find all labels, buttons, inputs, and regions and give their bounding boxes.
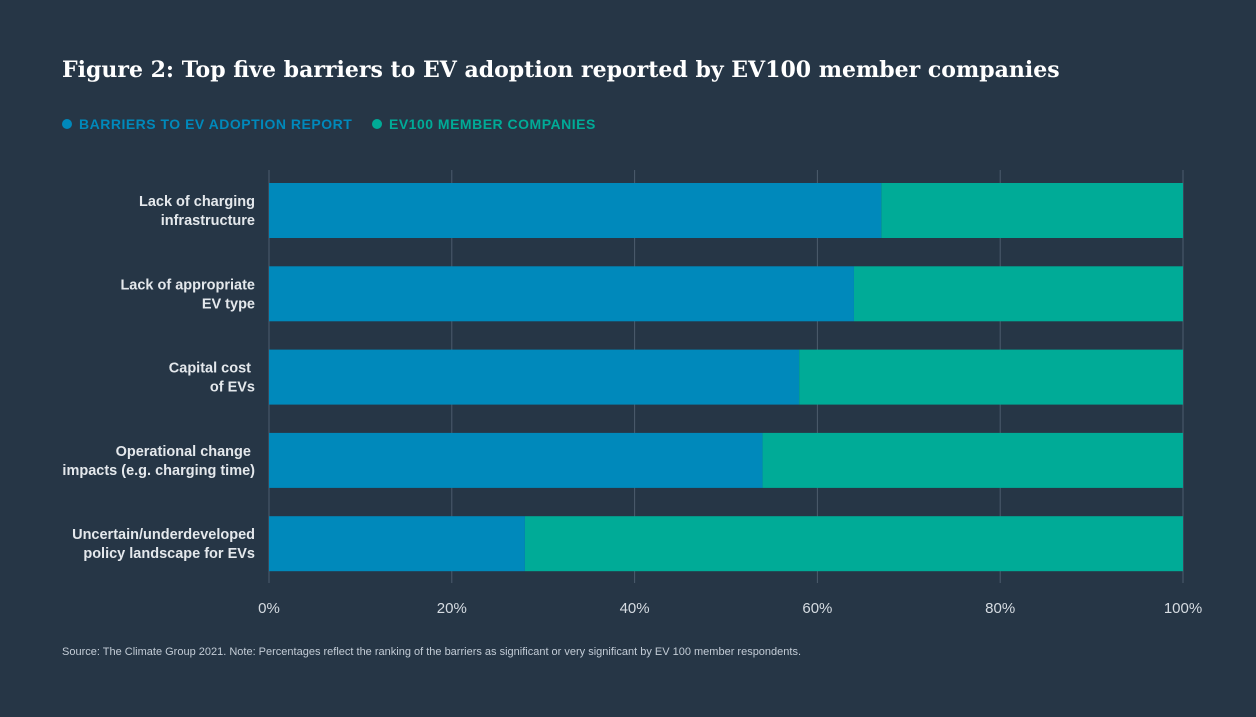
x-tick-label-4: 80% (985, 600, 1015, 617)
category-label-1: Lack of appropriate EV type (120, 277, 255, 312)
legend-label-ev100-members: EV100 MEMBER COMPANIES (389, 116, 596, 132)
category-label-1-line-0: Lack of appropriate (120, 277, 255, 293)
category-label-0-line-0: Lack of charging (139, 194, 255, 210)
x-tick-label-2: 40% (620, 600, 650, 617)
category-label-2: Capital cost of EVs (169, 361, 255, 396)
legend-dot-barriers-report-icon (62, 119, 72, 129)
category-label-0-line-1: infrastructure (161, 213, 255, 229)
source-note: Source: The Climate Group 2021. Note: Pe… (62, 646, 802, 658)
legend-dot-ev100-members-icon (372, 119, 382, 129)
bar-2-series-1 (799, 349, 1183, 405)
category-label-4: Uncertain/underdeveloped policy landscape… (72, 527, 255, 562)
x-tick-label-5: 100% (1164, 600, 1202, 617)
legend-item-barriers-report: BARRIERS TO EV ADOPTION REPORT (62, 116, 352, 132)
category-label-2-line-0: Capital cost (169, 361, 255, 377)
bar-3-series-0 (269, 432, 763, 488)
category-label-3: Operational change impacts (e.g. chargin… (62, 444, 255, 479)
category-label-1-line-1: EV type (202, 296, 255, 312)
category-label-4-line-0: Uncertain/underdeveloped (72, 527, 255, 543)
x-tick-label-1: 20% (437, 600, 467, 617)
category-label-4-line-1: policy landscape for EVs (83, 546, 255, 562)
bar-0-series-0 (269, 183, 882, 238)
category-label-3-line-0: Operational change (116, 444, 255, 460)
bar-3-series-1 (762, 432, 1183, 488)
bar-1-series-1 (853, 266, 1183, 322)
chart-title: Figure 2: Top five barriers to EV adopti… (62, 57, 1060, 83)
category-label-3-line-1: impacts (e.g. charging time) (62, 463, 255, 479)
x-tick-label-0: 0% (258, 600, 280, 617)
legend-label-barriers-report: BARRIERS TO EV ADOPTION REPORT (79, 116, 353, 132)
bar-0-series-1 (881, 183, 1183, 238)
category-label-0: Lack of charging infrastructure (139, 194, 255, 229)
bar-1-series-0 (269, 266, 854, 322)
legend-item-ev100-members: EV100 MEMBER COMPANIES (372, 116, 596, 132)
bar-2-series-0 (269, 349, 800, 405)
x-tick-label-3: 60% (802, 600, 832, 617)
bar-4-series-1 (524, 516, 1183, 572)
category-label-2-line-1: of EVs (210, 380, 255, 396)
bar-4-series-0 (269, 516, 525, 572)
